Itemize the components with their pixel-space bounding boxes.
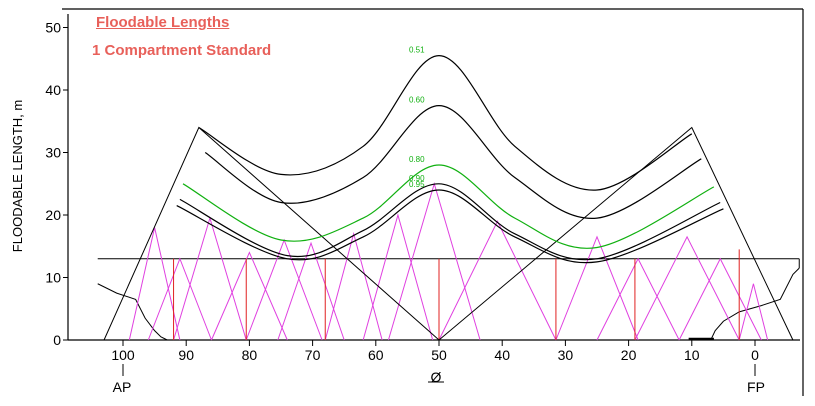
- x-tick-label: 20: [621, 347, 637, 363]
- compartment-triangle: [738, 283, 769, 341]
- compartment-triangle: [211, 251, 288, 341]
- compartment-triangle: [277, 241, 345, 341]
- midship-symbol: Ø: [431, 369, 442, 385]
- x-tick-label: 80: [242, 347, 258, 363]
- x-tick-label: 100: [111, 347, 135, 363]
- aft-hull-profile: [97, 283, 168, 341]
- compartment-triangle: [438, 220, 557, 341]
- compartment-triangle: [362, 213, 434, 341]
- x-tick-label: 40: [494, 347, 510, 363]
- fp-label: FP: [747, 379, 765, 395]
- compartment-triangle: [173, 216, 247, 341]
- floodable-curve: [176, 189, 724, 264]
- floodable-curve: [198, 54, 693, 191]
- curve-permeability-label: 0.90: [409, 174, 425, 183]
- curve-permeability-label: 0.80: [409, 155, 425, 164]
- y-tick-label: 40: [45, 82, 61, 98]
- compartment-triangle: [634, 235, 740, 341]
- x-tick-label: 10: [684, 347, 700, 363]
- fwd-hull-profile: [710, 267, 800, 341]
- y-tick-label: 30: [45, 145, 61, 161]
- ap-label: AP: [113, 379, 132, 395]
- floodable-curve: [204, 104, 702, 219]
- y-tick-label: 50: [45, 20, 61, 36]
- y-tick-label: 0: [53, 332, 61, 348]
- y-tick-label: 10: [45, 270, 61, 286]
- x-tick-label: 0: [751, 347, 759, 363]
- chart-subtitle: 1 Compartment Standard: [92, 42, 272, 59]
- floodable-curve: [182, 164, 715, 249]
- compartment-triangle: [324, 231, 383, 341]
- curve-permeability-label: 0.60: [409, 96, 425, 105]
- compartment-triangle: [147, 257, 212, 341]
- x-tick-label: 50: [431, 347, 447, 363]
- compartment-triangle: [596, 257, 680, 341]
- x-tick-label: 60: [368, 347, 384, 363]
- chart-title: Floodable Lengths: [96, 14, 230, 31]
- compartment-triangle: [678, 257, 762, 341]
- y-axis-label: FLOODABLE LENGTH, m: [10, 100, 25, 252]
- curve-permeability-label: 0.95: [409, 180, 425, 189]
- floodable-curve: [179, 183, 721, 261]
- y-tick-label: 20: [45, 207, 61, 223]
- x-tick-label: 30: [558, 347, 574, 363]
- x-tick-label: 90: [178, 347, 194, 363]
- x-tick-label: 70: [305, 347, 321, 363]
- compartment-triangle: [555, 235, 639, 341]
- curve-permeability-label: 0.51: [409, 46, 425, 55]
